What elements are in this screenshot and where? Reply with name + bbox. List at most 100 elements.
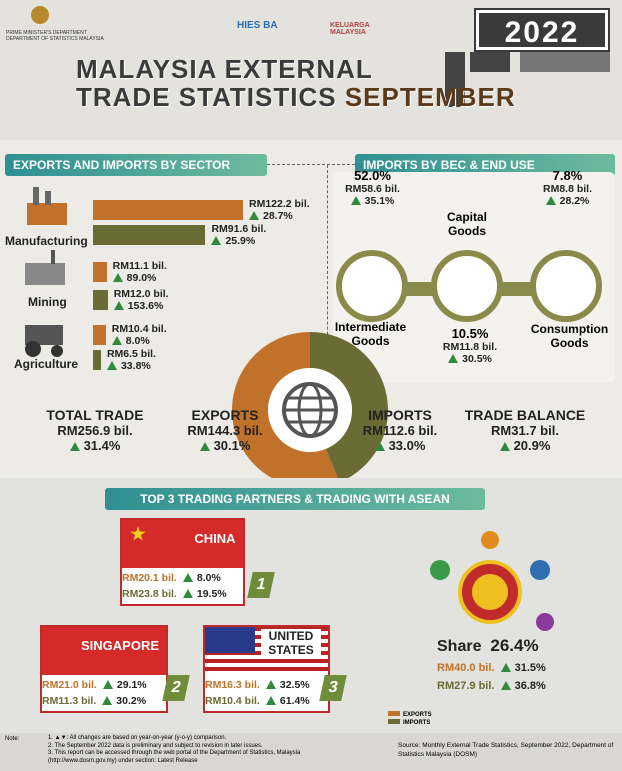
sector-icons bbox=[25, 187, 67, 357]
value: RM21.0 bil. bbox=[42, 679, 97, 691]
up-arrow bbox=[102, 696, 113, 705]
up-arrow bbox=[265, 680, 276, 689]
change: 36.8% bbox=[514, 680, 546, 692]
partner-imports: RM23.8 bil. 19.5% bbox=[122, 588, 227, 600]
change: 32.5% bbox=[279, 679, 310, 691]
note: 1. ▲▼: All changes are based on year-on-… bbox=[48, 735, 227, 741]
share-label: Share bbox=[437, 638, 482, 655]
up-arrow bbox=[374, 442, 385, 451]
legend-label: IMPORTS bbox=[403, 720, 431, 726]
mining-icon bbox=[25, 263, 65, 285]
up-arrow bbox=[500, 681, 511, 690]
summary-value: RM144.3 bil. bbox=[187, 423, 263, 438]
bar bbox=[93, 290, 108, 310]
change: 89.0% bbox=[126, 272, 157, 284]
partner-exports: RM20.1 bil. 8.0% bbox=[122, 572, 221, 584]
sector-name: Agriculture bbox=[14, 357, 79, 371]
summary-change: 31.4% bbox=[35, 438, 155, 453]
note-label: Note: bbox=[5, 736, 20, 742]
legend-swatch bbox=[388, 711, 400, 716]
change: 19.5% bbox=[196, 588, 227, 600]
bec-icon bbox=[431, 250, 503, 322]
up-arrow bbox=[211, 236, 222, 245]
change: 33.0% bbox=[388, 438, 426, 453]
bec-share: 7.8% bbox=[552, 168, 583, 183]
up-arrow bbox=[106, 361, 117, 370]
factory-icon bbox=[33, 187, 39, 205]
bar-value: RM10.4 bil. bbox=[111, 323, 167, 335]
logo-text: KELUARGA MALAYSIA bbox=[330, 22, 370, 36]
country: SINGAPORE bbox=[80, 638, 159, 653]
title: TRADE STATISTICS SEPTEMBER bbox=[76, 82, 516, 113]
bar bbox=[93, 200, 243, 220]
bec-icon bbox=[530, 250, 602, 322]
up-arrow bbox=[499, 442, 510, 451]
change: 61.4% bbox=[279, 695, 310, 707]
sector-name: Mining bbox=[28, 295, 67, 309]
summary-item: TOTAL TRADE RM256.9 bil. 31.4% bbox=[35, 407, 155, 453]
share-value: 26.4% bbox=[490, 636, 539, 655]
section-title: TOP 3 TRADING PARTNERS & TRADING WITH AS… bbox=[105, 488, 485, 510]
flag bbox=[42, 627, 166, 675]
value: RM40.0 bil. bbox=[437, 662, 495, 674]
change: 30.1% bbox=[213, 438, 251, 453]
bar-label: RM11.1 bil. 89.0% bbox=[112, 260, 167, 284]
partner-imports: RM11.3 bil. 30.2% bbox=[42, 695, 146, 707]
bar-label: RM122.2 bil. 28.7% bbox=[249, 198, 310, 222]
bar bbox=[93, 225, 206, 245]
up-arrow bbox=[113, 301, 124, 310]
summary-value: RM31.7 bil. bbox=[491, 423, 559, 438]
tractor-icon bbox=[25, 325, 63, 345]
up-arrow bbox=[350, 196, 361, 205]
asean-imports: RM27.9 bil. 36.8% bbox=[437, 680, 546, 692]
up-arrow bbox=[249, 211, 259, 220]
summary-label: IMPORTS bbox=[368, 407, 432, 423]
legend: EXPORTS IMPORTS bbox=[388, 711, 432, 727]
section-title: EXPORTS AND IMPORTS BY SECTOR bbox=[5, 154, 267, 176]
up-arrow bbox=[111, 336, 122, 345]
bar bbox=[93, 325, 106, 345]
bar-label: RM12.0 bil. 153.6% bbox=[113, 288, 169, 312]
bar-change: 28.7% bbox=[249, 210, 310, 222]
change: 28.7% bbox=[263, 210, 293, 222]
bec-value: RM11.8 bil. bbox=[442, 341, 498, 353]
divider bbox=[267, 164, 355, 165]
bec-item: 10.5% RM11.8 bil. 30.5% bbox=[430, 326, 510, 365]
tractor-icon bbox=[51, 345, 63, 357]
section-title: IMPORTS BY BEC & END USE bbox=[355, 154, 615, 176]
up-arrow bbox=[448, 354, 459, 363]
asean-emblem bbox=[472, 574, 508, 610]
bar-value: RM11.1 bil. bbox=[112, 260, 167, 272]
legend-swatch bbox=[388, 719, 400, 724]
bar-value: RM122.2 bil. bbox=[249, 198, 310, 210]
crest bbox=[31, 6, 49, 24]
summary-label: TOTAL TRADE bbox=[46, 407, 144, 423]
agency-line: DEPARTMENT OF STATISTICS MALAYSIA bbox=[6, 36, 104, 42]
tractor-icon bbox=[25, 341, 41, 357]
source: Source: Monthly External Trade Statistic… bbox=[398, 742, 614, 758]
decor bbox=[445, 52, 465, 107]
decor bbox=[470, 52, 510, 72]
factory-icon bbox=[45, 191, 51, 205]
agency-line: PRIME MINISTER'S DEPARTMENT bbox=[6, 30, 87, 36]
month: SEPTEMBER bbox=[344, 82, 516, 112]
trade-donut bbox=[231, 332, 388, 488]
partner-imports: RM10.4 bil. 61.4% bbox=[205, 695, 310, 707]
value: RM11.3 bil. bbox=[42, 695, 97, 707]
bec-value: RM58.6 bil. bbox=[345, 183, 400, 195]
sector-name: Manufacturing bbox=[5, 234, 88, 248]
summary-item: IMPORTS RM112.6 bil. 33.0% bbox=[350, 407, 450, 453]
summary-value: RM256.9 bil. bbox=[57, 423, 133, 438]
donut-segment bbox=[231, 332, 340, 488]
summary-change: 33.0% bbox=[350, 438, 450, 453]
country: UNITED STATES bbox=[261, 629, 321, 657]
agency: PRIME MINISTER'S DEPARTMENT DEPARTMENT O… bbox=[6, 30, 104, 42]
bec-item: 7.8% RM8.8 bil. 28.2% bbox=[530, 168, 605, 207]
footer bbox=[0, 733, 622, 771]
bec-icon bbox=[336, 250, 408, 322]
donut-segment bbox=[310, 332, 388, 483]
change: 30.2% bbox=[116, 695, 147, 707]
flag-canton bbox=[205, 627, 255, 653]
factory-icon bbox=[27, 203, 67, 225]
